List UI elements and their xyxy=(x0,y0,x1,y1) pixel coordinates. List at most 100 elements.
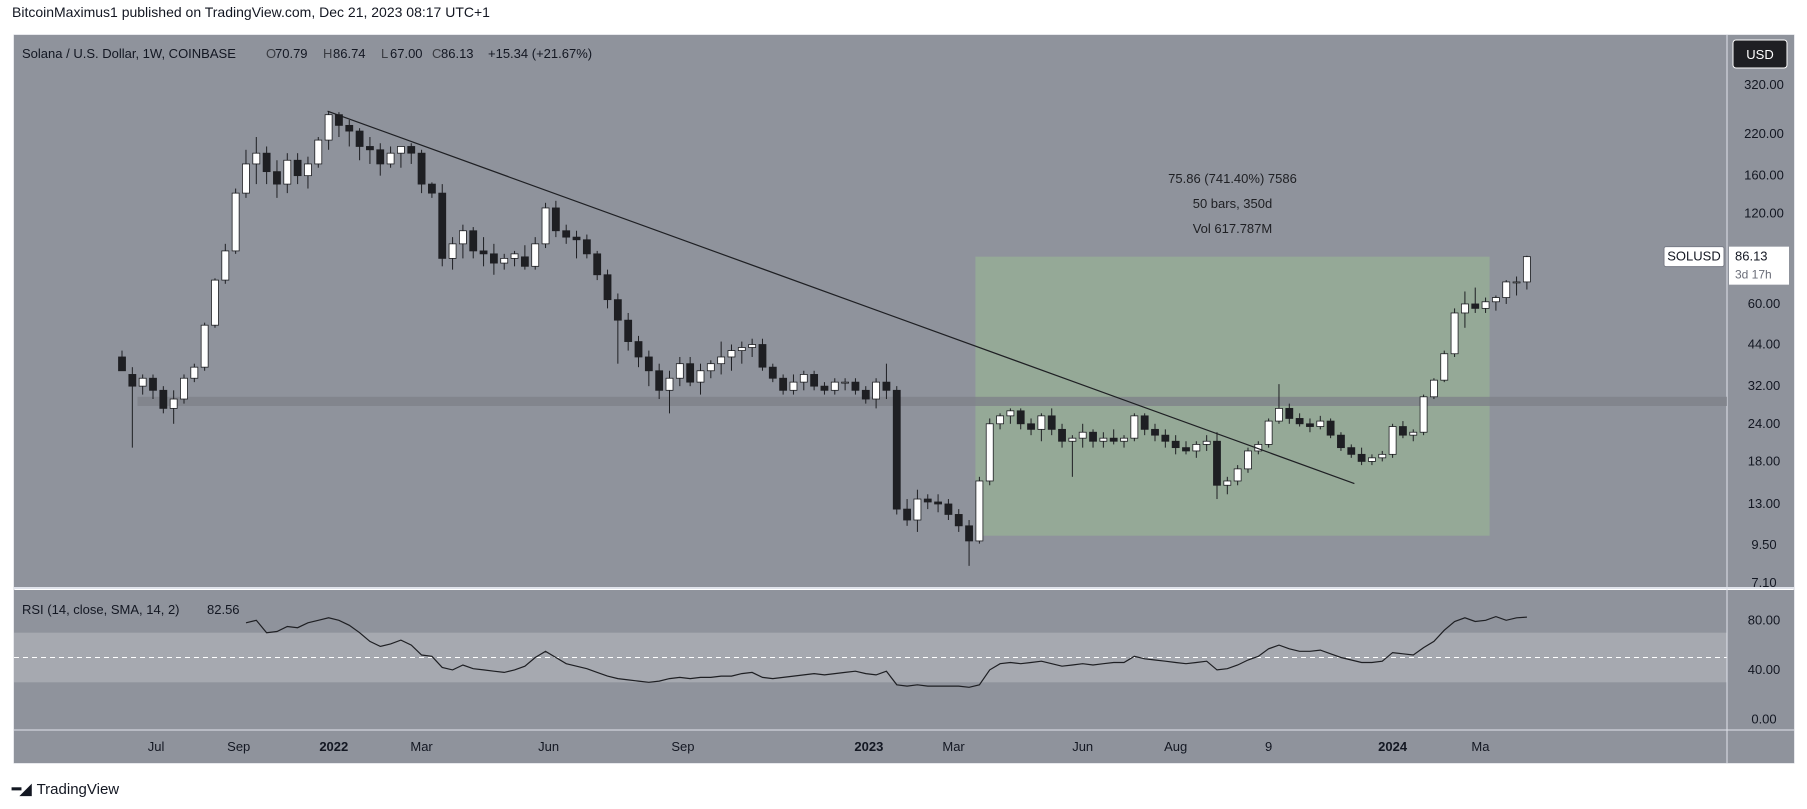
candle-body xyxy=(1047,415,1056,430)
candle-body xyxy=(293,159,302,177)
candle-body xyxy=(1120,437,1128,442)
candle-up xyxy=(1419,394,1428,436)
candle-body xyxy=(1471,303,1480,309)
price-tick-label: 24.00 xyxy=(1748,416,1781,431)
candle-body xyxy=(851,381,860,391)
candle-body xyxy=(934,501,942,505)
candle-up xyxy=(1461,291,1469,328)
candle-body xyxy=(1440,353,1449,381)
candle-down xyxy=(479,237,488,267)
descending-trendline xyxy=(327,110,1355,485)
candle-body xyxy=(510,253,519,259)
candle-down xyxy=(686,356,695,387)
candle-down xyxy=(944,499,953,521)
candle-up xyxy=(1502,280,1511,304)
tradingview-logo[interactable]: ━◢ TradingView xyxy=(12,780,119,799)
rsi-line xyxy=(245,615,1527,688)
candle-body xyxy=(1492,297,1500,303)
candle-down xyxy=(149,374,157,400)
candle-body xyxy=(727,350,736,358)
candle-down xyxy=(1326,418,1335,439)
candle-body xyxy=(1016,410,1025,425)
candle-up xyxy=(397,146,405,168)
currency-button[interactable] xyxy=(1732,39,1788,69)
time-axis-label: Aug xyxy=(1164,739,1187,754)
candle-body xyxy=(376,149,385,165)
candle-body xyxy=(913,498,922,521)
candle-body xyxy=(1378,453,1387,459)
candle-body xyxy=(520,256,529,267)
candle-up xyxy=(1223,476,1232,495)
candle-body xyxy=(1192,444,1201,452)
candle-down xyxy=(1337,432,1345,451)
candle-up xyxy=(221,243,230,284)
candle-body xyxy=(882,381,891,391)
symbol-tag-box xyxy=(1663,246,1725,268)
candle-body xyxy=(1223,480,1232,486)
candle-body xyxy=(397,146,405,154)
candle-down xyxy=(1140,413,1149,436)
rsi-tick-label: 40.00 xyxy=(1748,662,1781,677)
candle-body xyxy=(1337,434,1345,449)
candle-body xyxy=(810,374,819,387)
price-tick-label: 32.00 xyxy=(1748,378,1781,393)
candle-body xyxy=(1275,407,1283,422)
candle-down xyxy=(655,363,664,400)
candle-up xyxy=(1440,350,1449,383)
price-axis[interactable] xyxy=(1727,35,1794,587)
candle-body xyxy=(500,257,509,264)
candle-body xyxy=(634,341,643,358)
candle-body xyxy=(1264,420,1273,445)
candle-body xyxy=(1512,281,1521,284)
candle-body xyxy=(1388,426,1397,455)
candle-down xyxy=(1151,423,1159,442)
candle-body xyxy=(304,163,312,177)
candle-up xyxy=(1409,429,1418,442)
candle-body xyxy=(985,423,994,482)
candle-body xyxy=(861,389,870,400)
rsi-tick-label: 80.00 xyxy=(1748,612,1781,627)
candle-up xyxy=(872,378,880,409)
rsi-axis[interactable] xyxy=(1727,590,1794,730)
candle-body xyxy=(737,347,746,351)
candle-up xyxy=(1481,297,1490,313)
candle-up xyxy=(1120,435,1128,448)
candle-down xyxy=(128,367,137,448)
ohlc-open-value: 70.79 xyxy=(275,46,308,61)
candle-up xyxy=(138,374,147,395)
candle-body xyxy=(1285,407,1294,419)
candle-body xyxy=(128,374,137,387)
candle-body xyxy=(1409,431,1418,436)
candle-body xyxy=(169,398,178,409)
time-axis-label: Ma xyxy=(1471,739,1490,754)
candle-body xyxy=(706,363,715,372)
candle-down xyxy=(572,230,581,259)
candle-body xyxy=(1316,420,1325,427)
candle-body xyxy=(551,207,560,232)
candle-up xyxy=(1368,454,1376,466)
candle-body xyxy=(686,363,695,383)
candle-body xyxy=(1213,440,1221,486)
price-tick-label: 320.00 xyxy=(1744,77,1784,92)
time-axis[interactable] xyxy=(14,730,1794,763)
candle-down xyxy=(820,382,829,395)
candle-body xyxy=(613,299,622,321)
support-zone xyxy=(137,396,1727,406)
candle-up xyxy=(283,153,292,194)
candle-down xyxy=(582,234,591,259)
candle-body xyxy=(1058,428,1066,442)
candle-body xyxy=(1109,437,1118,442)
candle-down xyxy=(1471,287,1480,313)
tradingview-logo-icon: ━◢ xyxy=(12,781,32,798)
candle-up xyxy=(1430,378,1438,400)
candle-body xyxy=(799,374,808,383)
candle-body xyxy=(903,508,911,521)
candle-up xyxy=(304,156,312,189)
ohlc-close-value: 86.13 xyxy=(441,46,474,61)
candle-up xyxy=(799,370,808,391)
time-axis-label: Jun xyxy=(1072,739,1093,754)
candle-body xyxy=(696,370,705,383)
candle-body xyxy=(1368,457,1376,462)
measure-volume: Vol 617.787M xyxy=(1193,221,1273,236)
